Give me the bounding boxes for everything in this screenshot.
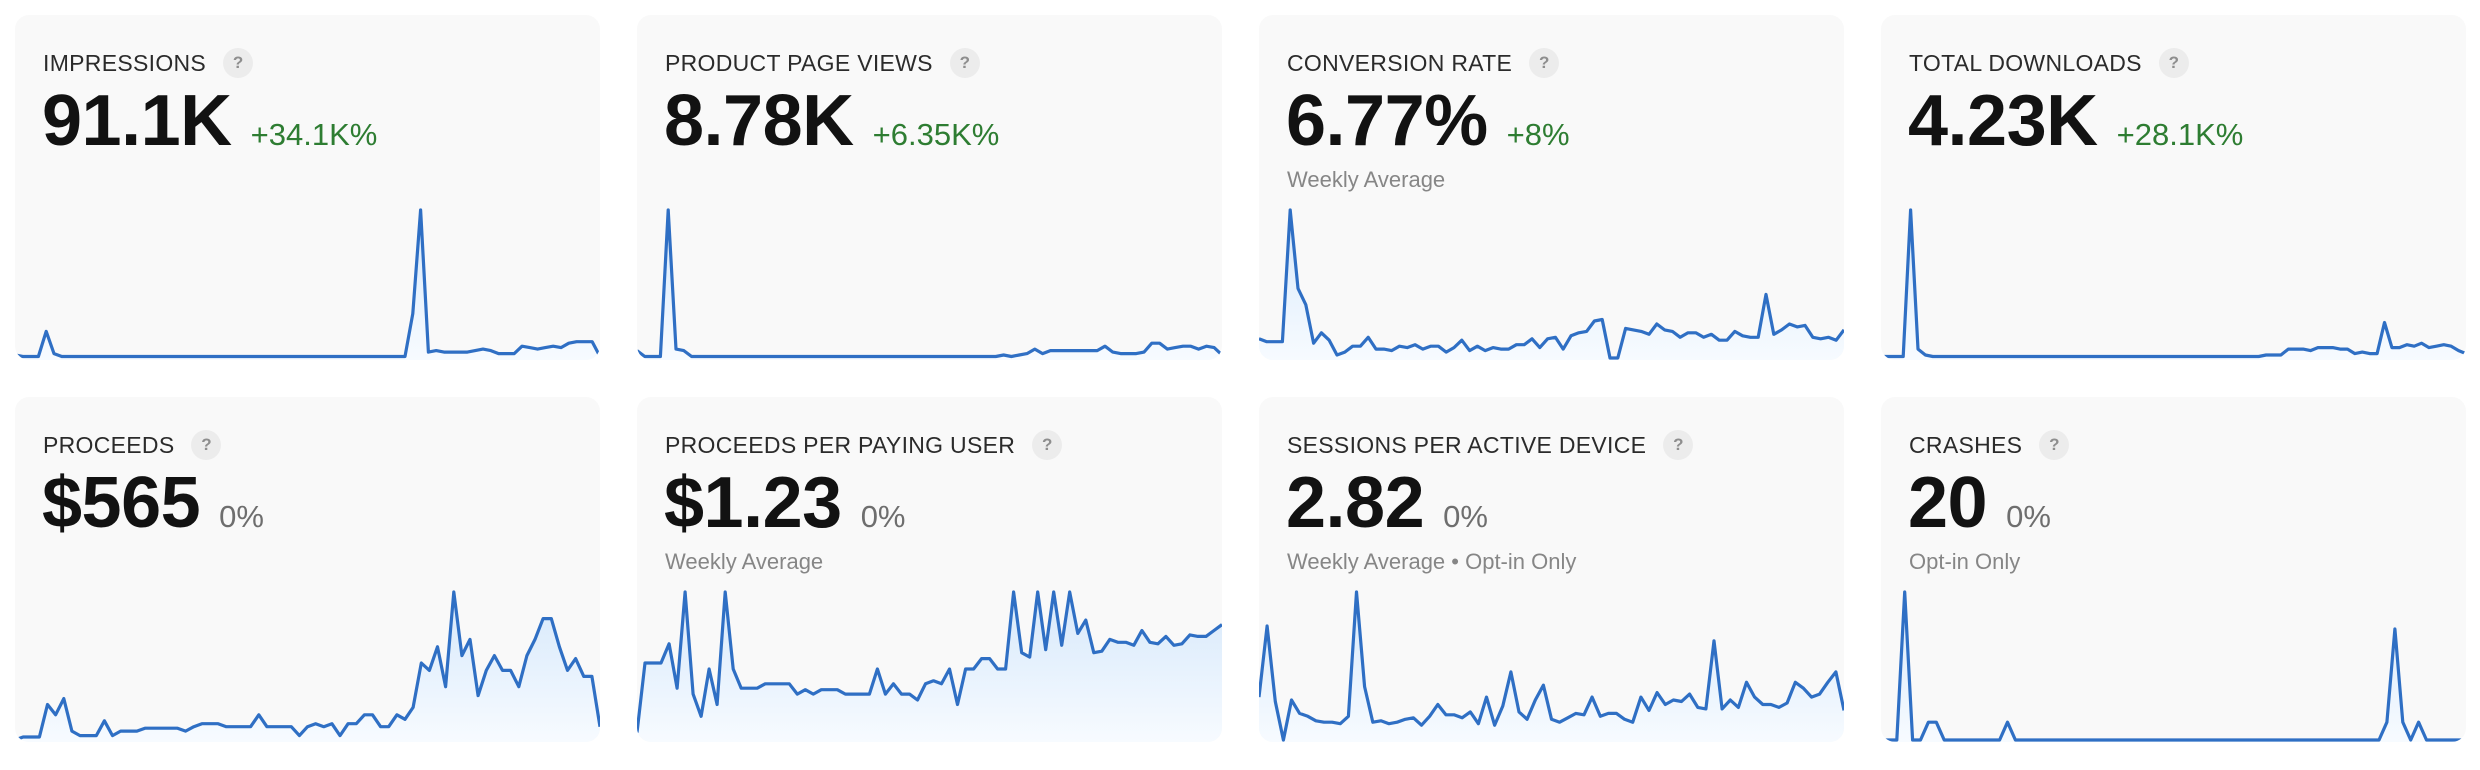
- sparkline-line: [1881, 208, 2466, 359]
- metric-label: IMPRESSIONS: [43, 49, 207, 76]
- sparkline-area: [637, 210, 1222, 360]
- sparkline-area: [1881, 210, 2466, 360]
- metric-card-proceeds[interactable]: PROCEEDS ? $565 0%: [15, 397, 600, 742]
- metric-subtitle: Weekly Average: [665, 549, 824, 574]
- metric-delta: +34.1K%: [250, 117, 378, 152]
- value-row: 6.77% +8%: [1286, 85, 1570, 157]
- value-row: 20 0%: [1908, 467, 2051, 539]
- sparkline-area: [1259, 210, 1844, 360]
- metric-delta: 0%: [219, 499, 264, 534]
- help-icon[interactable]: ?: [1032, 430, 1063, 460]
- help-icon[interactable]: ?: [2039, 430, 2070, 460]
- sparkline-line: [15, 208, 600, 359]
- metric-value: 8.78K: [664, 81, 854, 161]
- value-row: 2.82 0%: [1286, 467, 1488, 539]
- sparkline-line: [1259, 208, 1844, 360]
- sparkline-line: [1259, 590, 1844, 742]
- sparkline-area: [1259, 592, 1844, 742]
- sparkline-line: [637, 590, 1222, 733]
- sparkline-chart[interactable]: [1259, 198, 1844, 360]
- metric-label: TOTAL DOWNLOADS: [1909, 49, 2142, 76]
- metric-label: CONVERSION RATE: [1287, 49, 1513, 76]
- sparkline-chart[interactable]: [1881, 580, 2466, 742]
- card-header: PROCEEDS ?: [43, 430, 222, 460]
- sparkline-svg: [1259, 590, 1844, 742]
- metrics-grid: IMPRESSIONS ? 91.1K +34.1K% PRODUCT PAGE…: [15, 15, 2466, 742]
- sparkline-line: [1881, 590, 2466, 742]
- sparkline-svg: [1881, 590, 2466, 742]
- sparkline-area: [15, 592, 600, 742]
- card-header: SESSIONS PER ACTIVE DEVICE ?: [1287, 430, 1694, 460]
- sparkline-chart[interactable]: [15, 198, 600, 360]
- sparkline-line: [637, 208, 1222, 359]
- card-header: PRODUCT PAGE VIEWS ?: [665, 48, 980, 78]
- card-header: PROCEEDS PER PAYING USER ?: [665, 430, 1063, 460]
- metric-value: 2.82: [1286, 463, 1425, 543]
- sparkline-chart[interactable]: [1259, 580, 1844, 742]
- help-icon[interactable]: ?: [1663, 430, 1694, 460]
- card-header: CONVERSION RATE ?: [1287, 48, 1560, 78]
- sparkline-svg: [637, 208, 1222, 360]
- card-header: IMPRESSIONS ?: [43, 48, 254, 78]
- metric-value: $1.23: [664, 463, 842, 543]
- value-row: $565 0%: [42, 467, 264, 539]
- metric-subtitle: Weekly Average: [1287, 167, 1446, 192]
- metric-delta: 0%: [860, 499, 906, 534]
- metric-card-sessions-per-active-device[interactable]: SESSIONS PER ACTIVE DEVICE ? 2.82 0% Wee…: [1259, 397, 1844, 742]
- metric-card-product-page-views[interactable]: PRODUCT PAGE VIEWS ? 8.78K +6.35K%: [637, 15, 1222, 360]
- help-icon[interactable]: ?: [1529, 48, 1560, 78]
- sparkline-svg: [15, 590, 600, 742]
- sparkline-svg: [1259, 208, 1844, 360]
- metric-subtitle: Opt-in Only: [1909, 549, 2021, 574]
- metric-card-crashes[interactable]: CRASHES ? 20 0% Opt-in Only: [1881, 397, 2466, 742]
- metric-card-conversion-rate[interactable]: CONVERSION RATE ? 6.77% +8% Weekly Avera…: [1259, 15, 1844, 360]
- sparkline-chart[interactable]: [15, 580, 600, 742]
- value-row: 4.23K +28.1K%: [1908, 85, 2243, 157]
- value-row: 91.1K +34.1K%: [42, 85, 377, 157]
- help-icon[interactable]: ?: [191, 430, 222, 460]
- sparkline-chart[interactable]: [637, 198, 1222, 360]
- sparkline-svg: [15, 208, 600, 360]
- metric-delta: +6.35K%: [872, 117, 1000, 152]
- sparkline-chart[interactable]: [637, 580, 1222, 742]
- help-icon[interactable]: ?: [223, 48, 254, 78]
- metric-label: CRASHES: [1909, 431, 2023, 458]
- metric-card-impressions[interactable]: IMPRESSIONS ? 91.1K +34.1K%: [15, 15, 600, 360]
- metric-value: 6.77%: [1286, 81, 1488, 161]
- sparkline-svg: [1881, 208, 2466, 360]
- metric-value: $565: [42, 463, 201, 543]
- metric-delta: 0%: [2006, 499, 2051, 534]
- sparkline-area: [1881, 592, 2466, 742]
- metric-card-total-downloads[interactable]: TOTAL DOWNLOADS ? 4.23K +28.1K%: [1881, 15, 2466, 360]
- help-icon[interactable]: ?: [2158, 48, 2189, 78]
- sparkline-area: [15, 210, 600, 360]
- metric-delta: 0%: [1443, 499, 1488, 534]
- metric-subtitle: Weekly Average • Opt-in Only: [1287, 549, 1577, 574]
- help-icon[interactable]: ?: [949, 48, 980, 78]
- sparkline-line: [15, 590, 600, 742]
- value-row: 8.78K +6.35K%: [664, 85, 999, 157]
- metric-delta: +28.1K%: [2116, 117, 2244, 152]
- metric-value: 91.1K: [42, 81, 232, 161]
- card-header: CRASHES ?: [1909, 430, 2070, 460]
- sparkline-svg: [637, 590, 1222, 742]
- metric-card-proceeds-per-paying-user[interactable]: PROCEEDS PER PAYING USER ? $1.23 0% Week…: [637, 397, 1222, 742]
- metric-value: 4.23K: [1908, 81, 2098, 161]
- value-row: $1.23 0%: [664, 467, 906, 539]
- metric-delta: +8%: [1506, 117, 1570, 152]
- metric-value: 20: [1908, 463, 1988, 543]
- sparkline-chart[interactable]: [1881, 198, 2466, 360]
- metric-label: SESSIONS PER ACTIVE DEVICE: [1287, 431, 1647, 458]
- metric-label: PROCEEDS: [43, 431, 175, 458]
- card-header: TOTAL DOWNLOADS ?: [1909, 48, 2189, 78]
- metric-label: PRODUCT PAGE VIEWS: [665, 49, 933, 76]
- metric-label: PROCEEDS PER PAYING USER: [665, 431, 1016, 458]
